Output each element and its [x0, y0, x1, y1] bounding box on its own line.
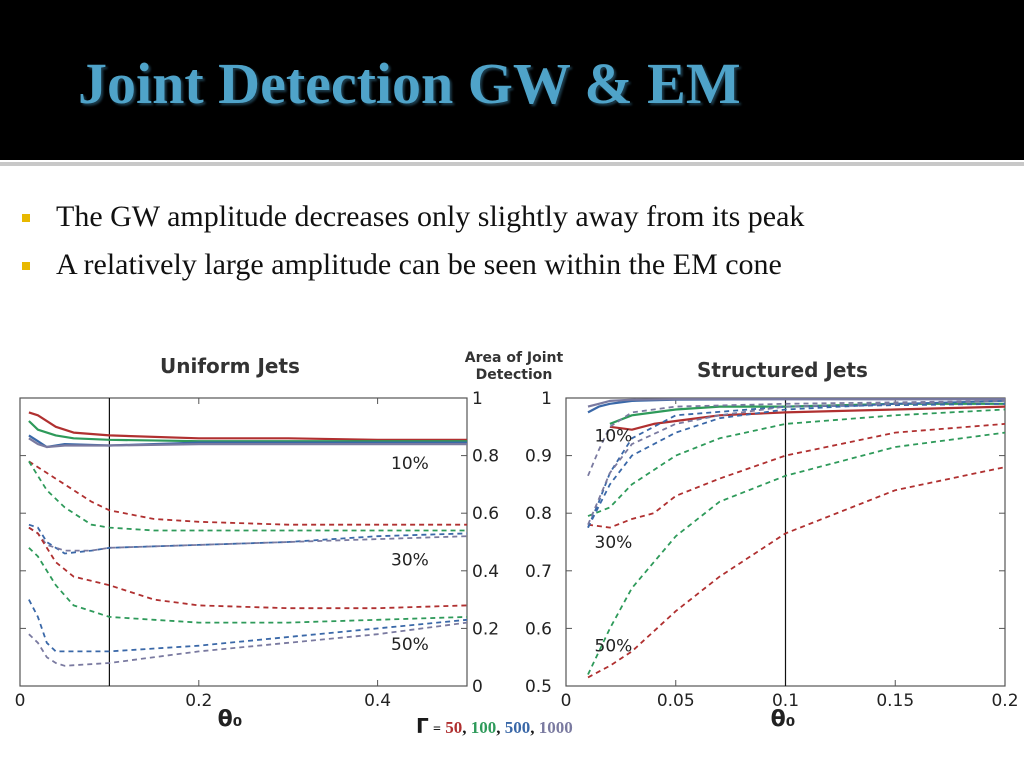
legend-equals: = [433, 722, 441, 737]
y-tick-label: 0.6 [525, 619, 552, 639]
y-tick-label: 0.4 [472, 562, 499, 582]
x-tick-label: 0.05 [657, 691, 695, 711]
gamma-legend: Γ = 50, 100, 500, 1000 [416, 714, 573, 738]
y-tick-label: 1 [472, 389, 483, 409]
x-tick-label: 0.15 [876, 691, 914, 711]
series-gamma-50-10pct [609, 405, 1006, 431]
series-gamma-500-50pct [587, 400, 1006, 529]
bullet-square-icon [22, 262, 30, 270]
bullet-text: The GW amplitude decreases only slightly… [56, 200, 805, 233]
series-gamma-1000-10pct [587, 398, 1005, 408]
title-divider [0, 162, 1024, 166]
x-tick-label: 0.2 [185, 691, 212, 711]
x-tick-label: 0 [15, 691, 26, 711]
y-tick-label: 0.9 [525, 447, 552, 467]
series-gamma-50-30pct [587, 423, 1006, 529]
bullet-text: A relatively large amplitude can be seen… [56, 248, 782, 281]
series-gamma-500-30pct [587, 402, 1006, 528]
x-tick-label: 0.2 [991, 691, 1018, 711]
legend-item-gamma-100: 100 [470, 718, 497, 737]
plot-frame [19, 397, 468, 687]
bullet-item: A relatively large amplitude can be seen… [22, 248, 804, 296]
series-gamma-50-50pct [587, 466, 1006, 679]
slide-title: Joint Detection GW & EM [78, 51, 741, 116]
x-axis-label: θ₀ [771, 707, 796, 732]
structured-jets-plot: 0.5 0.6 0.7 0.8 0.9 1 0 0.05 0.1 0.15 0.2 10% 30% 50%… [525, 389, 1019, 732]
legend-gamma-symbol: Γ [416, 714, 429, 738]
uniform-jets-plot: 0 0.2 0.4 0.6 0.8 1 0 0.2 0.4 10% 30% 50% θ₀ [15, 389, 499, 732]
bullet-square-icon [22, 214, 30, 222]
level-annotation: 50% [595, 637, 633, 657]
legend-item-gamma-50: 50 [445, 718, 463, 737]
series-gamma-1000-50pct [28, 621, 468, 667]
y-axis-label-line2: Detection [475, 367, 553, 383]
x-tick-label: 0 [561, 691, 572, 711]
y-tick-label: 0 [472, 677, 483, 697]
y-tick-label: 0.6 [472, 504, 499, 524]
x-tick-label: 0.4 [364, 691, 391, 711]
series-gamma-100-10pct [28, 420, 467, 443]
series-gamma-50-50pct [28, 526, 468, 610]
y-tick-label: 0.8 [472, 447, 499, 467]
series-gamma-500-50pct [28, 599, 468, 653]
bullet-list: The GW amplitude decreases only slightly… [22, 200, 804, 296]
y-tick-label: 1 [541, 389, 552, 409]
y-axis-label-line1: Area of Joint [464, 350, 564, 366]
level-annotation: 30% [595, 533, 633, 553]
x-tick-label: 0.1 [772, 691, 799, 711]
series-gamma-50-10pct [28, 411, 467, 441]
series-gamma-100-50pct [28, 547, 468, 624]
series-gamma-100-50pct [587, 431, 1006, 675]
y-tick-label: 0.5 [525, 677, 552, 697]
series-gamma-100-30pct [28, 460, 467, 532]
series-gamma-50-30pct [28, 460, 467, 526]
series-gamma-500-30pct [28, 523, 468, 555]
series-gamma-1000-10pct [28, 437, 467, 449]
series-gamma-1000-30pct [587, 400, 1006, 477]
structured-chart-title: Structured Jets [697, 358, 868, 382]
legend-item-gamma-1000: 1000 [538, 718, 573, 737]
x-axis-label: θ₀ [218, 707, 243, 732]
bullet-item: The GW amplitude decreases only slightly… [22, 200, 804, 248]
series-gamma-1000-50pct [587, 400, 1006, 526]
legend-item-gamma-500: 500 [504, 718, 531, 737]
series-gamma-100-30pct [587, 408, 1006, 517]
level-annotation: 10% [391, 454, 429, 474]
y-tick-label: 0.8 [525, 504, 552, 524]
shared-y-axis-label: Area of Joint Detection [458, 350, 570, 384]
level-annotation: 10% [595, 426, 633, 446]
slide-header: Joint Detection GW & EM [0, 0, 1024, 160]
y-tick-label: 0.2 [472, 619, 499, 639]
y-tick-label: 0.7 [525, 562, 552, 582]
level-annotation: 30% [391, 550, 429, 570]
level-annotation: 50% [391, 635, 429, 655]
uniform-chart-title: Uniform Jets [160, 354, 300, 378]
